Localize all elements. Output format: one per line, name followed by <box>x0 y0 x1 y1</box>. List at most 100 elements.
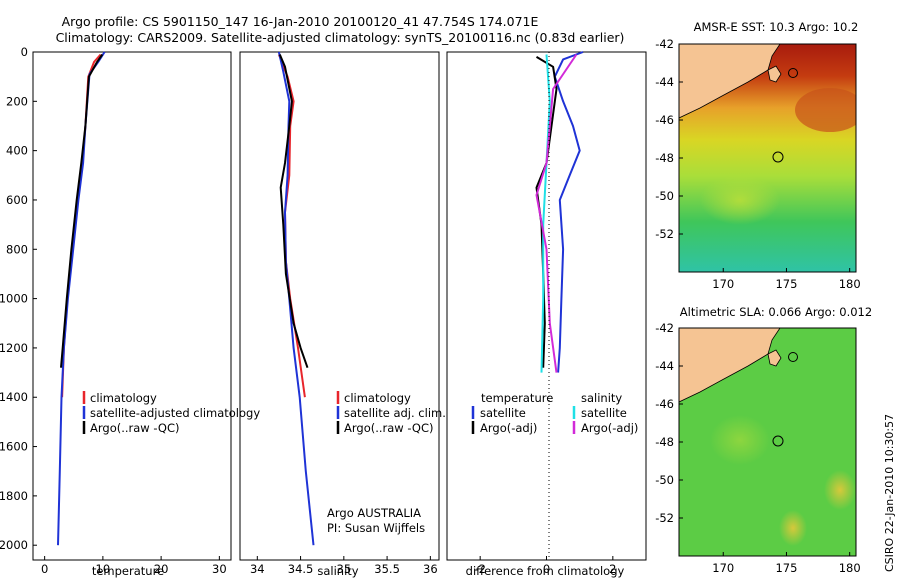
series-line-satellite-adjusted-climatology <box>57 51 106 546</box>
x-tick-label: 34 <box>250 562 265 576</box>
depth-tick-label: 2000 <box>0 538 28 552</box>
depth-tick-label: 600 <box>6 193 28 207</box>
series-line-argo-adj <box>535 53 578 373</box>
x-tick-label: 10 <box>96 562 111 576</box>
legend-label-sal-argo: Argo(-adj) <box>581 421 638 435</box>
x-tick-label: 30 <box>212 562 227 576</box>
depth-tick-label: 400 <box>6 144 28 158</box>
timestamp: CSIRO 22-Jan-2010 10:30:57 <box>883 414 896 572</box>
series-line-argo-adj <box>535 56 558 368</box>
sst-green-patch <box>700 175 780 225</box>
map-y-tick-label: -44 <box>655 75 674 89</box>
map-y-tick-label: -50 <box>655 189 674 203</box>
legend-label-temp-satellite: satellite <box>480 406 526 420</box>
depth-tick-label: 1800 <box>0 489 28 503</box>
map-y-tick-label: -50 <box>655 473 674 487</box>
x-tick-label: 2 <box>609 562 616 576</box>
sst-land-coast <box>767 65 782 83</box>
series-line-satellite <box>540 54 551 373</box>
legend-label-climatology: climatology <box>344 391 411 405</box>
x-tick-label: 36 <box>423 562 438 576</box>
sla-patch-b <box>779 510 807 546</box>
legend-label-sat-adjusted: satellite-adjusted climatology <box>90 406 260 420</box>
sla-argo-marker <box>772 435 784 447</box>
map-x-tick-label: 180 <box>839 277 861 291</box>
x-tick-label: 0 <box>41 562 48 576</box>
map-y-tick-label: -48 <box>655 151 674 165</box>
sla-patch-c <box>710 415 770 465</box>
map-x-tick-label: 170 <box>712 561 734 575</box>
sla-map <box>679 328 856 556</box>
x-tick-label: -2 <box>474 562 485 576</box>
x-tick-label: 34.5 <box>288 562 314 576</box>
sst-warm-patch <box>795 88 856 132</box>
panel-salinity-frame <box>239 51 440 561</box>
depth-tick-label: 1200 <box>0 341 28 355</box>
x-tick-label: 35.5 <box>374 562 400 576</box>
salinity-series <box>277 51 315 546</box>
legend-label-temp-argo: Argo(-adj) <box>480 421 537 435</box>
legend-title-salinity: salinity <box>581 391 622 405</box>
sla-island-marker <box>788 352 798 362</box>
sst-map-title: AMSR-E SST: 10.3 Argo: 10.2 <box>694 20 859 34</box>
temperature-x-ticks: 0 10 20 30 <box>41 556 227 576</box>
series-line-argo-raw-qc <box>278 54 309 369</box>
difference-series <box>535 51 584 373</box>
difference-axis-label: difference from climatology <box>466 564 625 578</box>
salinity-axis-label: salinity <box>317 564 358 578</box>
agency-note: Argo AUSTRALIA <box>327 506 421 520</box>
difference-x-ticks: -2 0 2 <box>474 556 616 576</box>
map-y-tick-label: -42 <box>655 37 674 51</box>
map-x-tick-label: 175 <box>775 561 797 575</box>
depth-tick-label: 800 <box>6 242 28 256</box>
depth-tick-label: 1000 <box>0 292 28 306</box>
legend-label-climatology: climatology <box>90 391 157 405</box>
map-y-tick-label: -48 <box>655 435 674 449</box>
difference-legend: temperature satellite Argo(-adj) salinit… <box>471 391 638 435</box>
legend-title-temperature: temperature <box>481 391 553 405</box>
panel-temperature-frame <box>32 51 232 561</box>
sst-argo-marker <box>772 151 784 163</box>
sst-island-marker <box>788 68 798 78</box>
sla-patch-a <box>824 470 856 510</box>
sla-land-coast <box>767 349 782 367</box>
series-line-satellite <box>553 51 584 373</box>
depth-tick-label: 1600 <box>0 440 28 454</box>
temperature-axis-label: temperature <box>92 564 164 578</box>
legend-label-sal-satellite: satellite <box>581 406 627 420</box>
pi-note: PI: Susan Wijffels <box>327 521 425 535</box>
series-line-climatology <box>61 53 102 398</box>
map-x-tick-label: 180 <box>839 561 861 575</box>
legend-label-argo: Argo(..raw -QC) <box>90 421 180 435</box>
sla-map-title: Altimetric SLA: 0.066 Argo: 0.012 <box>680 305 872 319</box>
figure-title-line1: Argo profile: CS 5901150_147 16-Jan-2010… <box>62 14 539 29</box>
panel-difference-frame <box>446 51 647 561</box>
x-tick-label: 35 <box>337 562 352 576</box>
map-y-tick-label: -46 <box>655 397 674 411</box>
x-tick-label: 20 <box>154 562 169 576</box>
depth-tick-label: 1400 <box>0 390 28 404</box>
temperature-series <box>57 51 106 546</box>
depth-tick-label: 200 <box>6 94 28 108</box>
salinity-legend: climatology satellite adj. clim. Argo(..… <box>336 391 446 435</box>
map-x-tick-label: 170 <box>712 277 734 291</box>
sla-map-ticks: 170 175 180 -42 -44 -46 -48 -50 -52 <box>655 321 860 575</box>
map-y-tick-label: -52 <box>655 511 674 525</box>
map-x-tick-label: 175 <box>775 277 797 291</box>
sst-map <box>679 44 856 272</box>
legend-label-sat-adj: satellite adj. clim. <box>344 406 446 420</box>
map-y-tick-label: -44 <box>655 359 674 373</box>
temperature-legend: climatology satellite-adjusted climatolo… <box>82 391 260 435</box>
map-y-tick-label: -42 <box>655 321 674 335</box>
series-line-argo-raw-qc <box>60 53 104 368</box>
depth-tick-label: 0 <box>21 45 28 59</box>
sst-map-ticks: 170 175 180 -42 -44 -46 -48 -50 -52 <box>655 37 860 291</box>
figure-title-line2: Climatology: CARS2009. Satellite-adjuste… <box>56 30 625 45</box>
legend-label-argo: Argo(..raw -QC) <box>344 421 434 435</box>
x-tick-label: 0 <box>543 562 550 576</box>
salinity-x-ticks: 34 34.5 35 35.5 36 <box>250 556 438 576</box>
series-line-satellite-adj-clim <box>277 51 315 546</box>
map-y-tick-label: -46 <box>655 113 674 127</box>
map-y-tick-label: -52 <box>655 227 674 241</box>
